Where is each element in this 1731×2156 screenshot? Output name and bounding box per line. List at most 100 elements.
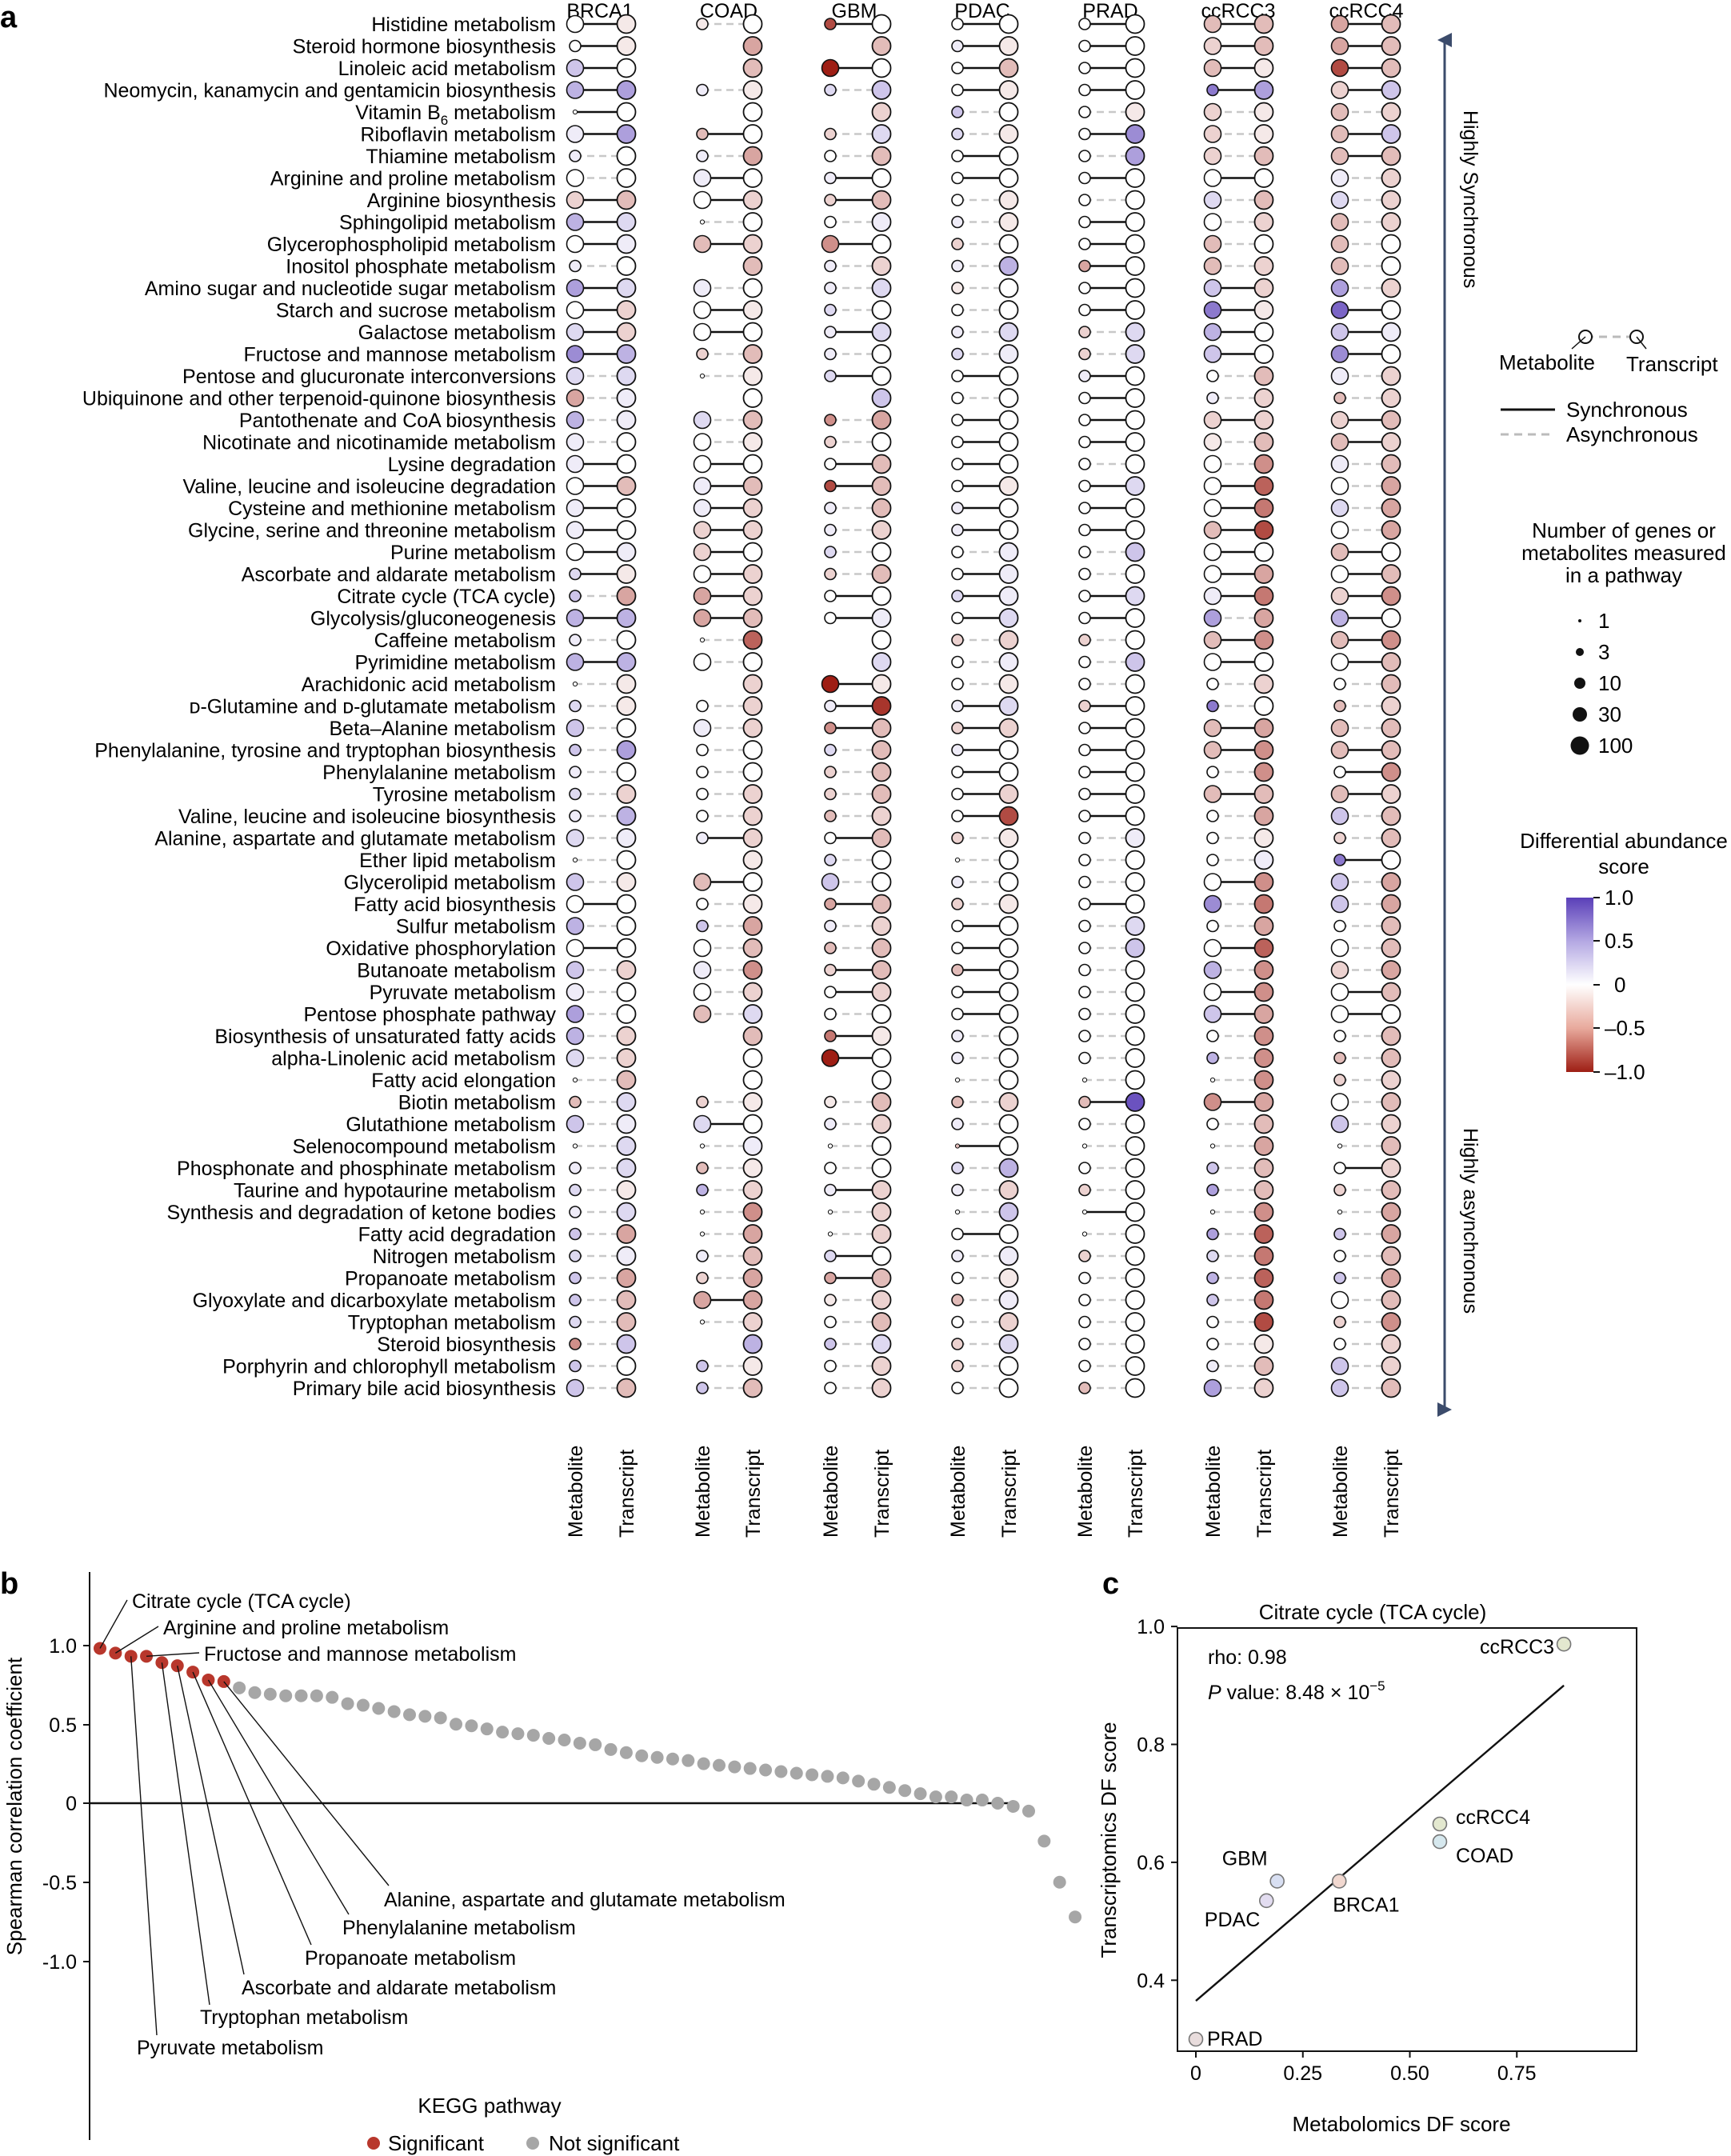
pathway-pair [1203,168,1274,188]
pathway-pair [569,1334,637,1354]
metabolite-dot [1203,146,1222,166]
pathway-pair [824,124,892,144]
transcript-dot [616,498,637,518]
not-significant-point [542,1732,556,1746]
metabolite-dot [827,1209,834,1215]
metabolite-dot [1078,546,1091,558]
transcript-dot [1381,1202,1401,1222]
transcript-dot [871,454,892,474]
metabolite-dot [1081,1143,1088,1149]
pathway-pair [1203,938,1274,958]
pathway-label: Glycerolipid metabolism [344,872,556,894]
metabolite-dot [569,1206,582,1218]
metabolite-dot [1078,18,1091,30]
pathway-label: Riboflavin metabolism [360,124,556,146]
transcript-dot [1125,1378,1145,1398]
pathway-pair [569,1202,637,1222]
transcript-dot [1253,1312,1274,1332]
pathway-pair [1078,916,1145,936]
transcript-dot [616,102,637,122]
pathway-pair [951,146,1019,166]
metabolite-dot [693,454,712,474]
transcript-dot [742,1158,763,1178]
transcript-dot [1381,872,1401,892]
metabolite-dot [1078,1294,1091,1306]
metabolite-dot [1203,58,1222,78]
pathway-label: Fatty acid degradation [358,1224,556,1246]
pathway-pair [1078,586,1145,606]
transcript-dot [1253,410,1274,430]
metabolite-dot [1078,787,1091,801]
column-label: Transcript [871,1450,893,1538]
pathway-pair [824,1158,892,1178]
transcript-dot [1381,608,1401,628]
pathway-pair [954,1070,1019,1090]
transcript-dot [1253,1334,1274,1354]
metabolite-dot [699,373,706,379]
metabolite-dot [1206,699,1219,713]
metabolite-dot [566,190,585,210]
transcript-dot [871,1158,892,1178]
transcript-dot [871,1070,892,1090]
pathway-pair [1078,300,1145,320]
metabolite-dot [1078,963,1091,977]
metabolite-dot [569,787,582,801]
pathway-pair [742,674,763,694]
transcript-dot [1253,520,1274,540]
metabolite-dot [1330,1005,1349,1023]
transcript-dot [1253,58,1274,78]
transcript-dot [742,1048,763,1068]
transcript-dot [742,1378,763,1398]
pathway-pair [742,256,763,276]
pathway-label: Arginine biosynthesis [367,190,556,212]
pathway-pair [693,960,763,980]
pathway-pair [1081,1136,1145,1156]
color-bar-ticks: 1.0 0.5 0 –0.5 –1.0 [1593,886,1645,1084]
pathway-pair [693,190,763,210]
not-significant-point [1037,1834,1051,1848]
cancer-point-label: GBM [1222,1847,1268,1870]
transcript-dot [1253,542,1274,562]
metabolite-dot [1330,894,1349,914]
pathway-pair [824,190,892,210]
pathway-label: Pyrimidine metabolism [355,652,556,674]
panel-c-title: Citrate cycle (TCA cycle) [1259,1600,1487,1624]
metabolite-dot [1330,37,1349,55]
pathway-pair [1333,388,1401,408]
metabolite-dot [1203,521,1222,539]
transcript-dot [998,102,1019,122]
pathway-pair [1203,278,1274,298]
metabolite-dot [824,1359,837,1373]
pathway-label: Inositol phosphate metabolism [286,256,556,278]
metabolite-dot [1081,1209,1088,1215]
metabolite-dot [1078,458,1091,470]
pathway-pair [1206,1312,1274,1332]
pathway-pair [1078,322,1145,342]
transcript-dot [1125,828,1145,848]
metabolite-dot [1330,278,1349,298]
transcript-dot [1381,938,1401,958]
transcript-dot [616,80,637,100]
metabolite-dot [951,963,964,977]
pathway-pair [1206,1224,1274,1244]
pathway-pair [1078,982,1145,1002]
transcript-dot [1253,894,1274,914]
pathway-pair [1203,234,1274,254]
metabolite-dot [824,699,837,713]
transcript-dot [998,212,1019,232]
transcript-dot [998,1070,1019,1090]
pathway-pair [951,542,1019,562]
legend-not-significant-dot [526,2137,539,2150]
panel-b: b 1.0 0.5 0 -0.5 -1.0 Spearman correlati… [0,1567,1082,2155]
transcript-dot [1253,498,1274,518]
pathway-pair [1206,1334,1274,1354]
metabolite-dot [1330,234,1349,254]
pathway-pair [566,190,637,210]
transcript-dot [742,828,763,848]
metabolite-dot [951,1315,964,1329]
metabolite-dot [566,1026,585,1046]
metabolite-dot [1330,301,1349,319]
metabolite-dot [1333,1183,1346,1197]
pathway-pair [951,256,1019,276]
pathway-pair [951,322,1019,342]
